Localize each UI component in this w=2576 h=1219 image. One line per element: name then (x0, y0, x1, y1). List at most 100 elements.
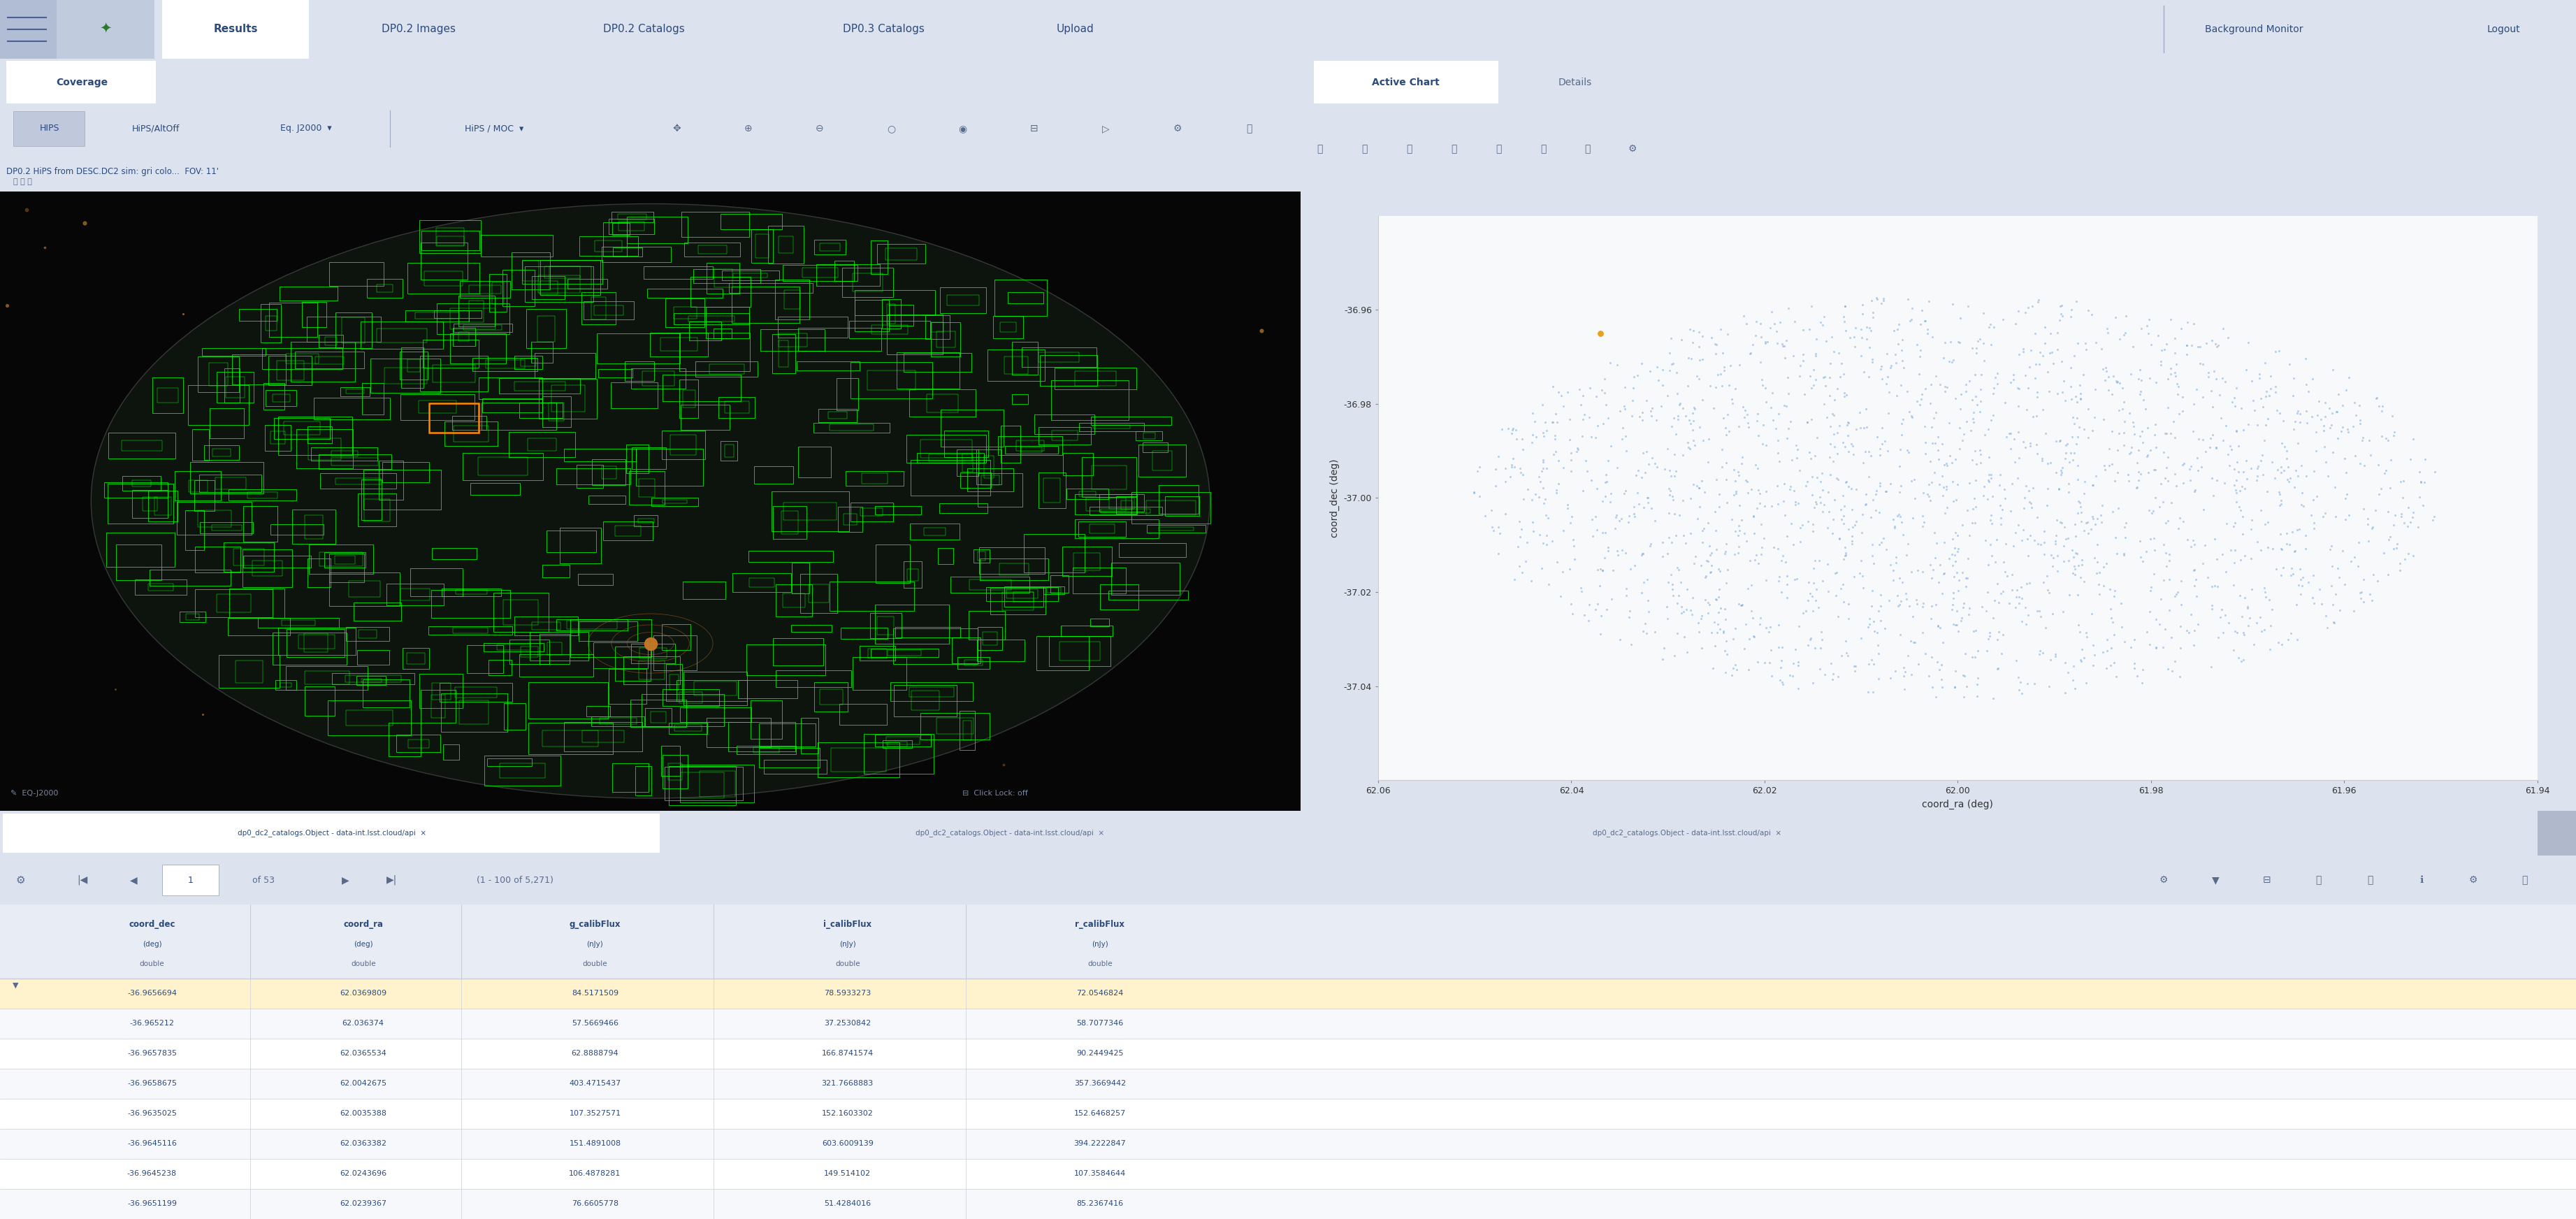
Point (1953, 489, 1994, 508)
Point (1767, 367, 1808, 386)
Bar (1090, 507, 1162, 514)
Point (1741, 545, 1783, 564)
Point (2148, 601, 2190, 620)
Point (1757, 333, 1798, 352)
Point (2324, 489, 2365, 508)
Point (1888, 646, 1929, 666)
Bar (500, 378, 580, 394)
Bar (719, 396, 755, 418)
Point (2267, 629, 2308, 649)
Point (1870, 555, 1911, 574)
Point (2233, 401, 2275, 421)
Point (1499, 527, 1540, 546)
Point (1641, 360, 1682, 379)
Point (1757, 539, 1798, 558)
Point (2244, 430, 2285, 450)
Bar (1079, 522, 1126, 536)
Point (2275, 541, 2316, 561)
Bar (963, 659, 981, 666)
Point (1499, 458, 1540, 478)
Bar (876, 544, 909, 583)
Point (1602, 540, 1643, 560)
Bar (294, 352, 363, 368)
Point (2221, 652, 2262, 672)
Point (1919, 659, 1960, 679)
Bar (307, 427, 332, 442)
Point (2161, 595, 2202, 614)
Point (1780, 356, 1821, 375)
Text: 152.1603302: 152.1603302 (822, 1111, 873, 1118)
Point (2287, 413, 2329, 433)
Point (2076, 563, 2117, 583)
Bar (149, 584, 173, 591)
Point (1636, 511, 1677, 530)
Point (2125, 542, 2166, 562)
Point (1844, 495, 1886, 514)
Point (2154, 464, 2195, 484)
Point (2027, 362, 2069, 382)
Point (1901, 301, 1942, 321)
Point (1744, 378, 1785, 397)
Point (1589, 354, 1631, 373)
Point (1955, 497, 1996, 517)
Point (1721, 595, 1762, 614)
Bar (1131, 492, 1211, 523)
Point (1826, 412, 1868, 432)
Point (2087, 641, 2128, 661)
Point (1834, 328, 1875, 347)
Point (1801, 639, 1842, 658)
Point (1937, 580, 1978, 600)
Point (1935, 389, 1976, 408)
Point (2061, 389, 2102, 408)
Point (1906, 323, 1947, 343)
Point (2125, 622, 2166, 641)
Point (1922, 584, 1963, 603)
Bar (1061, 625, 1113, 636)
Point (2272, 386, 2313, 406)
Point (1788, 512, 1829, 531)
Point (1762, 551, 1803, 570)
Point (2159, 519, 2200, 539)
Point (2056, 585, 2097, 605)
Point (1904, 311, 1945, 330)
Point (1860, 585, 1901, 605)
Bar (582, 301, 634, 319)
Bar (1015, 440, 1043, 451)
Point (2285, 467, 2326, 486)
Point (2045, 653, 2087, 673)
Point (1953, 451, 1994, 471)
Point (2306, 452, 2347, 472)
Bar (662, 500, 688, 503)
Point (2262, 540, 2303, 560)
Point (2321, 418, 2362, 438)
Point (2241, 540, 2282, 560)
Point (1731, 344, 1772, 363)
Point (2318, 428, 2360, 447)
Point (2061, 550, 2102, 569)
Point (2009, 436, 2050, 456)
Point (1651, 355, 1692, 374)
Text: ▷: ▷ (1103, 123, 1110, 134)
Point (1600, 511, 1641, 530)
Point (1803, 502, 1844, 522)
Point (1891, 310, 1932, 329)
Point (2063, 521, 2105, 540)
Point (1844, 484, 1886, 503)
Point (1641, 650, 1682, 669)
Bar (3, 813, 659, 853)
Point (2012, 478, 2053, 497)
Bar (286, 629, 345, 657)
Point (2050, 540, 2092, 560)
Point (1860, 360, 1901, 379)
Bar (404, 310, 469, 322)
Point (2393, 429, 2434, 449)
Point (1558, 440, 1600, 460)
Point (2236, 613, 2277, 633)
Bar (884, 740, 912, 748)
Point (1935, 523, 1976, 542)
Point (2324, 574, 2365, 594)
Point (2087, 319, 2128, 339)
Bar (680, 773, 724, 798)
Point (1654, 354, 1695, 373)
Point (1914, 408, 1955, 428)
